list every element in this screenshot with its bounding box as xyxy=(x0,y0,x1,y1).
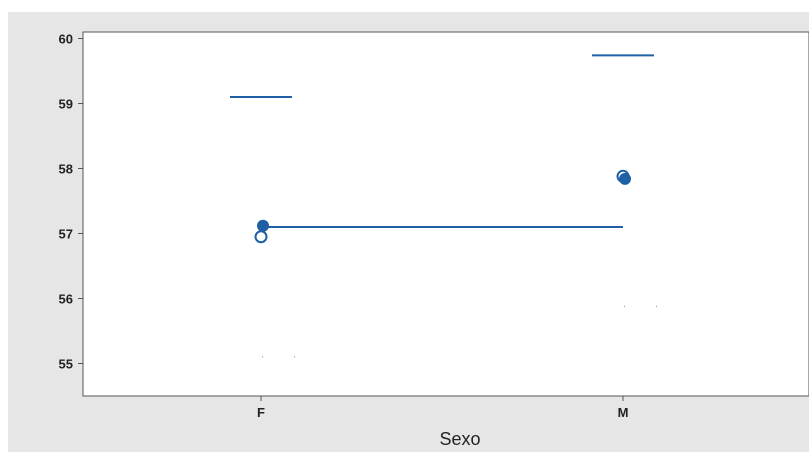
lower-marker-right-f xyxy=(294,356,295,358)
point-filled-f xyxy=(257,219,269,232)
y-axis: 55 56 57 58 59 60 xyxy=(59,32,83,372)
y-tick-label: 57 xyxy=(59,227,73,242)
x-tick-label: F xyxy=(257,405,265,420)
y-tick-label: 58 xyxy=(59,162,73,177)
chart-marks xyxy=(230,54,657,358)
y-tick-label: 55 xyxy=(59,357,73,372)
lower-marker-left-m xyxy=(624,305,625,307)
plot-area xyxy=(82,31,809,397)
y-tick-label: 56 xyxy=(59,292,73,307)
y-tick-label: 59 xyxy=(59,97,73,112)
lower-marker-right-m xyxy=(656,305,657,307)
point-filled-m xyxy=(619,172,631,185)
point-open-f xyxy=(254,230,268,244)
x-axis-title: Sexo xyxy=(439,429,480,449)
x-tick-label: M xyxy=(618,405,629,420)
lower-marker-left-f xyxy=(262,356,263,358)
y-tick-label: 60 xyxy=(59,32,73,47)
